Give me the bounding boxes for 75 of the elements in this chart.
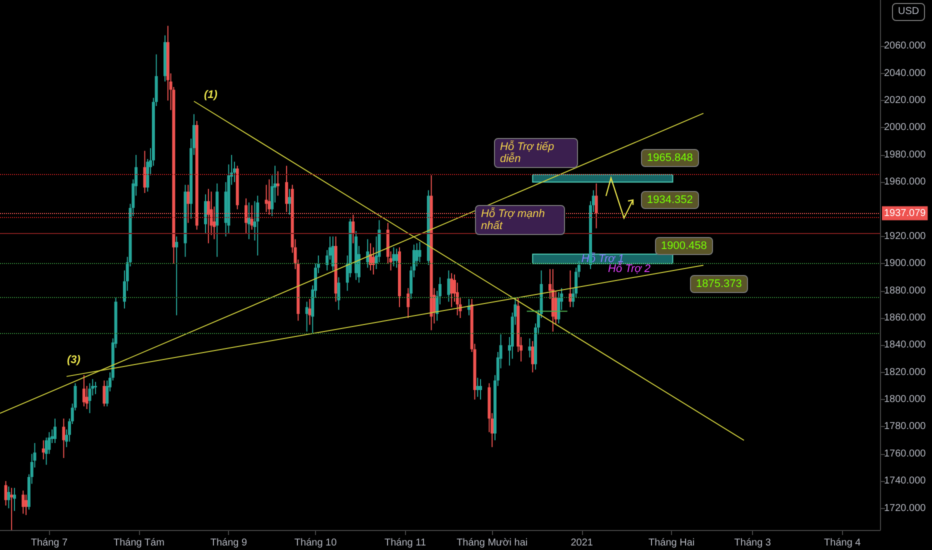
y-tick-label: 2040.000 xyxy=(884,68,926,79)
y-tick-label: 1880.000 xyxy=(884,285,926,296)
x-tick-label: Tháng 4 xyxy=(824,538,862,548)
x-tick-label: Tháng 9 xyxy=(210,538,248,548)
candlestick xyxy=(62,418,66,458)
candlestick xyxy=(4,480,8,506)
y-tick-label: 1980.000 xyxy=(884,149,926,160)
y-tick-label: 1960.000 xyxy=(884,176,926,188)
candlestick xyxy=(256,195,260,256)
candlestick xyxy=(450,272,454,308)
x-tick-label: Tháng Hai xyxy=(648,538,695,548)
candlestick xyxy=(42,440,45,460)
candlestick xyxy=(288,188,291,216)
x-tick-label: Tháng 7 xyxy=(30,538,68,548)
candlestick xyxy=(22,490,25,514)
candlestick xyxy=(12,487,16,512)
text: USD xyxy=(892,3,926,21)
y-tick-label: 2020.000 xyxy=(884,95,926,106)
candlestick xyxy=(88,382,92,414)
candlestick xyxy=(415,242,418,267)
candlestick xyxy=(406,288,410,318)
x-tick-label: Tháng 3 xyxy=(734,538,772,548)
candlestick xyxy=(557,292,560,324)
y-tick-label: 1820.000 xyxy=(884,366,926,378)
candlestick xyxy=(531,340,534,373)
annotation: Hỗ Trợ tiếp diễn xyxy=(494,138,578,168)
y-tick-label: 1900.000 xyxy=(884,258,926,270)
annotation: (3) xyxy=(67,354,80,366)
y-tick-label: 1760.000 xyxy=(884,448,926,460)
candlestick xyxy=(247,202,250,240)
y-tick-label: 1840.000 xyxy=(884,340,926,351)
y-tick-label: 1920.000 xyxy=(884,230,926,242)
candlestick xyxy=(143,150,146,194)
candlestick xyxy=(204,194,208,234)
annotation: Hỗ Trợ mạnh nhất xyxy=(475,205,565,235)
x-tick-label: Tháng 11 xyxy=(384,538,426,548)
annotation: 1900.458 xyxy=(655,237,713,255)
candlestick xyxy=(528,338,532,358)
annotation: (1) xyxy=(204,89,218,101)
candlestick xyxy=(418,241,422,263)
annotation: 1934.352 xyxy=(641,191,699,209)
candlestick xyxy=(54,418,56,444)
x-tick-label: Tháng 10 xyxy=(294,538,338,548)
y-tick-label: 1720.000 xyxy=(884,502,926,514)
annotation: 1875.373 xyxy=(690,275,748,293)
candlestick xyxy=(94,381,98,395)
candlestick xyxy=(7,486,10,509)
y-tick-label: 2000.000 xyxy=(884,122,926,134)
candlestick xyxy=(337,276,340,310)
annotation: Hỗ Trợ 2 xyxy=(608,263,651,275)
candlestick xyxy=(447,270,450,302)
candlestick xyxy=(331,236,334,271)
ref-line-label: 1937.079 xyxy=(884,208,926,219)
candlestick xyxy=(24,494,28,516)
y-tick-label: 2060.000 xyxy=(884,40,926,52)
candlestick xyxy=(476,377,480,398)
x-tick-label: 2021 xyxy=(570,538,594,548)
candlestick xyxy=(10,487,14,530)
candlestick xyxy=(392,246,396,267)
candlestick xyxy=(479,378,482,400)
candlestick xyxy=(175,236,178,316)
candlestick xyxy=(372,246,375,276)
candlestick xyxy=(276,170,280,196)
y-tick-label: 1800.000 xyxy=(884,394,926,406)
candlestick xyxy=(102,380,106,407)
y-tick-label: 1860.000 xyxy=(884,312,926,324)
candlestick xyxy=(366,238,370,268)
candlestick xyxy=(395,248,398,268)
candlestick xyxy=(308,298,312,326)
y-tick-label: 1740.000 xyxy=(884,476,926,487)
x-tick-label: Tháng Mười hai xyxy=(456,538,528,548)
y-tick-label: 1780.000 xyxy=(884,421,926,432)
annotation: 1965.848 xyxy=(641,149,699,167)
x-tick-label: Tháng Tám xyxy=(113,538,164,548)
candlestick xyxy=(82,374,86,407)
